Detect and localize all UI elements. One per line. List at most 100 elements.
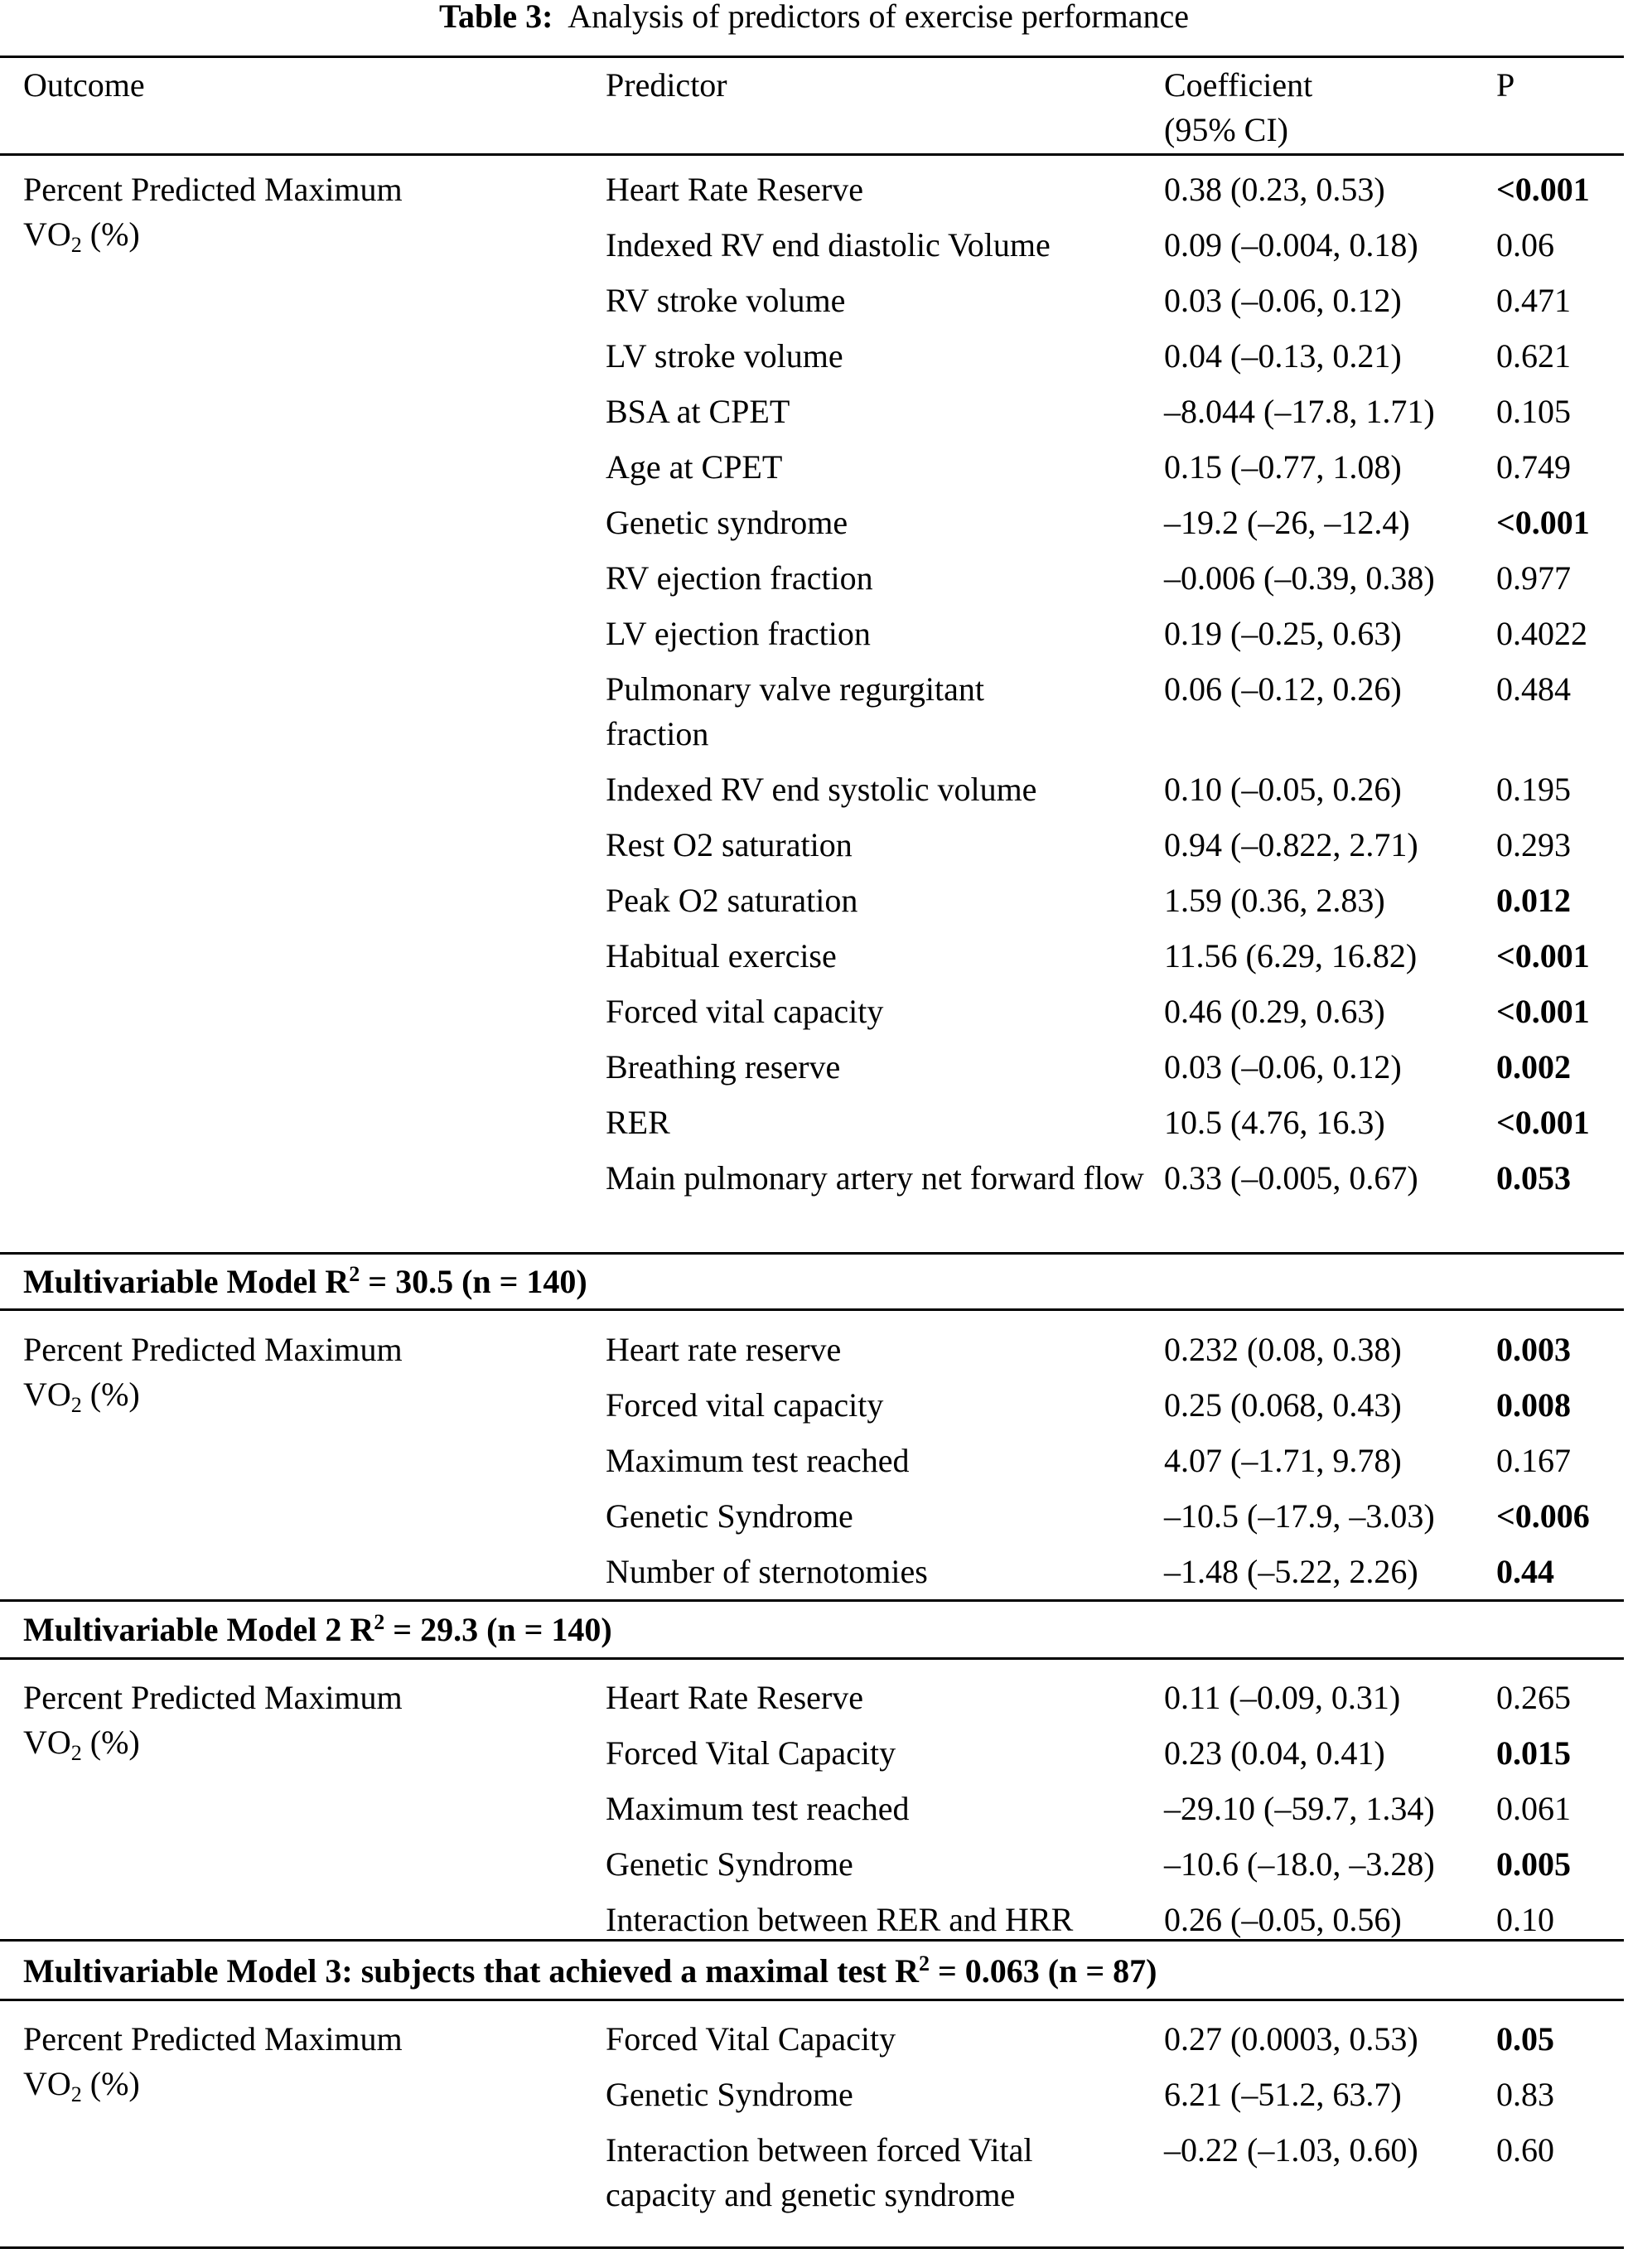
outcome-line1: Percent Predicted Maximum — [23, 2020, 403, 2058]
p-value-cell: 0.105 — [1496, 393, 1571, 430]
p-value-cell: 0.4022 — [1496, 615, 1587, 652]
predictor-cell: Habitual exercise — [606, 937, 837, 974]
table-row: LV stroke volume 0.04 (–0.13, 0.21) 0.621 — [0, 329, 1628, 384]
predictor-cell: RER — [606, 1104, 670, 1141]
p-value-cell: 0.83 — [1496, 2076, 1554, 2113]
predictor-cell: Number of sternotomies — [606, 1553, 928, 1590]
predictor-cell: Indexed RV end systolic volume — [606, 771, 1037, 808]
predictor-cell: Forced Vital Capacity — [606, 1734, 896, 1772]
section-rule — [0, 1252, 1624, 1255]
section-rule — [0, 1939, 1624, 1942]
header-rule — [0, 153, 1624, 156]
predictor-cell: Heart rate reserve — [606, 1331, 842, 1368]
table-row: Indexed RV end diastolic Volume 0.09 (–0.… — [0, 218, 1628, 273]
coefficient-cell: –10.6 (–18.0, –3.28) — [1164, 1845, 1435, 1883]
coefficient-cell: –0.006 (–0.39, 0.38) — [1164, 559, 1435, 597]
outcome-vo: VO — [23, 2065, 71, 2102]
predictor-cell: Breathing reserve — [606, 1048, 841, 1086]
top-rule — [0, 56, 1624, 58]
predictor-cell: Maximum test reached — [606, 1790, 910, 1827]
model-title-rule — [0, 1657, 1624, 1660]
table-row: Age at CPET 0.15 (–0.77, 1.08) 0.749 — [0, 440, 1628, 496]
coefficient-cell: –29.10 (–59.7, 1.34) — [1164, 1790, 1435, 1827]
predictor-cell: Heart Rate Reserve — [606, 171, 863, 208]
outcome-unit: (%) — [81, 2065, 140, 2102]
coefficient-cell: 0.26 (–0.05, 0.56) — [1164, 1901, 1402, 1938]
predictor-cell: Maximum test reached — [606, 1442, 910, 1479]
p-value-cell: 0.015 — [1496, 1734, 1571, 1772]
table-row: Maximum test reached –29.10 (–59.7, 1.34)… — [0, 1782, 1628, 1837]
outcome-line1: Percent Predicted Maximum — [23, 171, 403, 208]
table-row: Forced vital capacity 0.46 (0.29, 0.63) <0… — [0, 984, 1628, 1040]
table-header: Outcome Predictor Coefficient (95% CI) P — [0, 63, 1628, 154]
table-row: Interaction between forced Vital capacit… — [0, 2123, 1628, 2268]
p-value-cell: 0.484 — [1496, 670, 1571, 708]
header-coefficient: Coefficient (95% CI) — [1164, 63, 1495, 152]
header-ci-label: (95% CI) — [1164, 111, 1288, 148]
table-row: Forced Vital Capacity 0.27 (0.0003, 0.53)… — [0, 2012, 1628, 2067]
p-value-cell: <0.006 — [1496, 1497, 1590, 1535]
predictor-cell: Indexed RV end diastolic Volume — [606, 226, 1051, 264]
p-value-cell: 0.061 — [1496, 1790, 1571, 1827]
p-value-cell: 0.749 — [1496, 448, 1571, 486]
predictor-cell: RV ejection fraction — [606, 559, 873, 597]
outcome-cell: Percent Predicted Maximum VO2 (%) — [23, 1327, 587, 1417]
coefficient-cell: –10.5 (–17.9, –3.03) — [1164, 1497, 1435, 1535]
table-row: Breathing reserve 0.03 (–0.06, 0.12) 0.002 — [0, 1040, 1628, 1095]
predictor-cell: Interaction between RER and HRR — [606, 1901, 1074, 1938]
outcome-subscript: 2 — [70, 1393, 82, 1417]
table-row: RV ejection fraction –0.006 (–0.39, 0.38)… — [0, 551, 1628, 607]
model-title-superscript: 2 — [918, 1951, 930, 1975]
table-row: Forced Vital Capacity 0.23 (0.04, 0.41) 0.… — [0, 1726, 1628, 1782]
table-row: Genetic Syndrome 6.21 (–51.2, 63.7) 0.83 — [0, 2067, 1628, 2123]
coefficient-cell: 0.03 (–0.06, 0.12) — [1164, 1048, 1402, 1086]
p-value-cell: 0.003 — [1496, 1331, 1571, 1368]
coefficient-cell: 0.23 (0.04, 0.41) — [1164, 1734, 1385, 1772]
table-row: Indexed RV end systolic volume 0.10 (–0.0… — [0, 762, 1628, 818]
table-row: Pulmonary valve regurgitant fraction 0.06… — [0, 662, 1628, 762]
p-value-cell: <0.001 — [1496, 993, 1590, 1030]
section-rule — [0, 1599, 1624, 1602]
header-coefficient-label: Coefficient — [1164, 66, 1313, 104]
p-value-cell: 0.195 — [1496, 771, 1571, 808]
coefficient-cell: 0.27 (0.0003, 0.53) — [1164, 2020, 1418, 2058]
p-value-cell: 0.471 — [1496, 282, 1571, 319]
p-value-cell: 0.053 — [1496, 1159, 1571, 1197]
table-section: Percent Predicted Maximum VO2 (%) Forced V… — [0, 2012, 1628, 2268]
outcome-cell: Percent Predicted Maximum VO2 (%) — [23, 1676, 587, 1765]
predictor-cell: LV ejection fraction — [606, 615, 871, 652]
model-title-rule — [0, 1308, 1624, 1311]
table-section: Percent Predicted Maximum VO2 (%) Heart Ra… — [0, 162, 1628, 1251]
table-title: Table 3: Analysis of predictors of exerc… — [0, 0, 1628, 36]
table-row: LV ejection fraction 0.19 (–0.25, 0.63) 0.… — [0, 607, 1628, 662]
predictor-cell: BSA at CPET — [606, 393, 790, 430]
table-row: RV stroke volume 0.03 (–0.06, 0.12) 0.471 — [0, 273, 1628, 329]
coefficient-cell: 0.232 (0.08, 0.38) — [1164, 1331, 1402, 1368]
outcome-vo: VO — [23, 215, 71, 253]
coefficient-cell: 11.56 (6.29, 16.82) — [1164, 937, 1418, 974]
coefficient-cell: 0.46 (0.29, 0.63) — [1164, 993, 1385, 1030]
table-row: Number of sternotomies –1.48 (–5.22, 2.26… — [0, 1545, 1628, 1600]
table-row: BSA at CPET –8.044 (–17.8, 1.71) 0.105 — [0, 384, 1628, 440]
p-value-cell: 0.012 — [1496, 882, 1571, 919]
model-title-stats: = 29.3 (n = 140) — [384, 1611, 612, 1648]
table-row: Main pulmonary artery net forward flow 0.… — [0, 1151, 1628, 1251]
coefficient-cell: 0.04 (–0.13, 0.21) — [1164, 337, 1402, 375]
predictor-cell: LV stroke volume — [606, 337, 843, 375]
table-row: Heart Rate Reserve 0.38 (0.23, 0.53) <0.00… — [0, 162, 1628, 218]
table-section: Percent Predicted Maximum VO2 (%) Heart Ra… — [0, 1671, 1628, 1948]
coefficient-cell: 0.38 (0.23, 0.53) — [1164, 171, 1385, 208]
table-row: Genetic Syndrome –10.6 (–18.0, –3.28) 0.00… — [0, 1837, 1628, 1893]
predictor-cell: Age at CPET — [606, 448, 783, 486]
p-value-cell: 0.008 — [1496, 1386, 1571, 1424]
p-value-cell: 0.002 — [1496, 1048, 1571, 1086]
p-value-cell: 0.977 — [1496, 559, 1571, 597]
outcome-subscript: 2 — [70, 2082, 82, 2106]
table-row: Genetic Syndrome –10.5 (–17.9, –3.03) <0.0… — [0, 1489, 1628, 1545]
table-row: Forced vital capacity 0.25 (0.068, 0.43) 0… — [0, 1378, 1628, 1434]
model-title-text: Multivariable Model 2 R — [23, 1611, 374, 1648]
model-title-rule — [0, 1999, 1624, 2001]
model-title-text: Multivariable Model R — [23, 1263, 350, 1300]
header-p: P — [1496, 66, 1515, 104]
predictor-cell: Genetic Syndrome — [606, 1845, 853, 1883]
